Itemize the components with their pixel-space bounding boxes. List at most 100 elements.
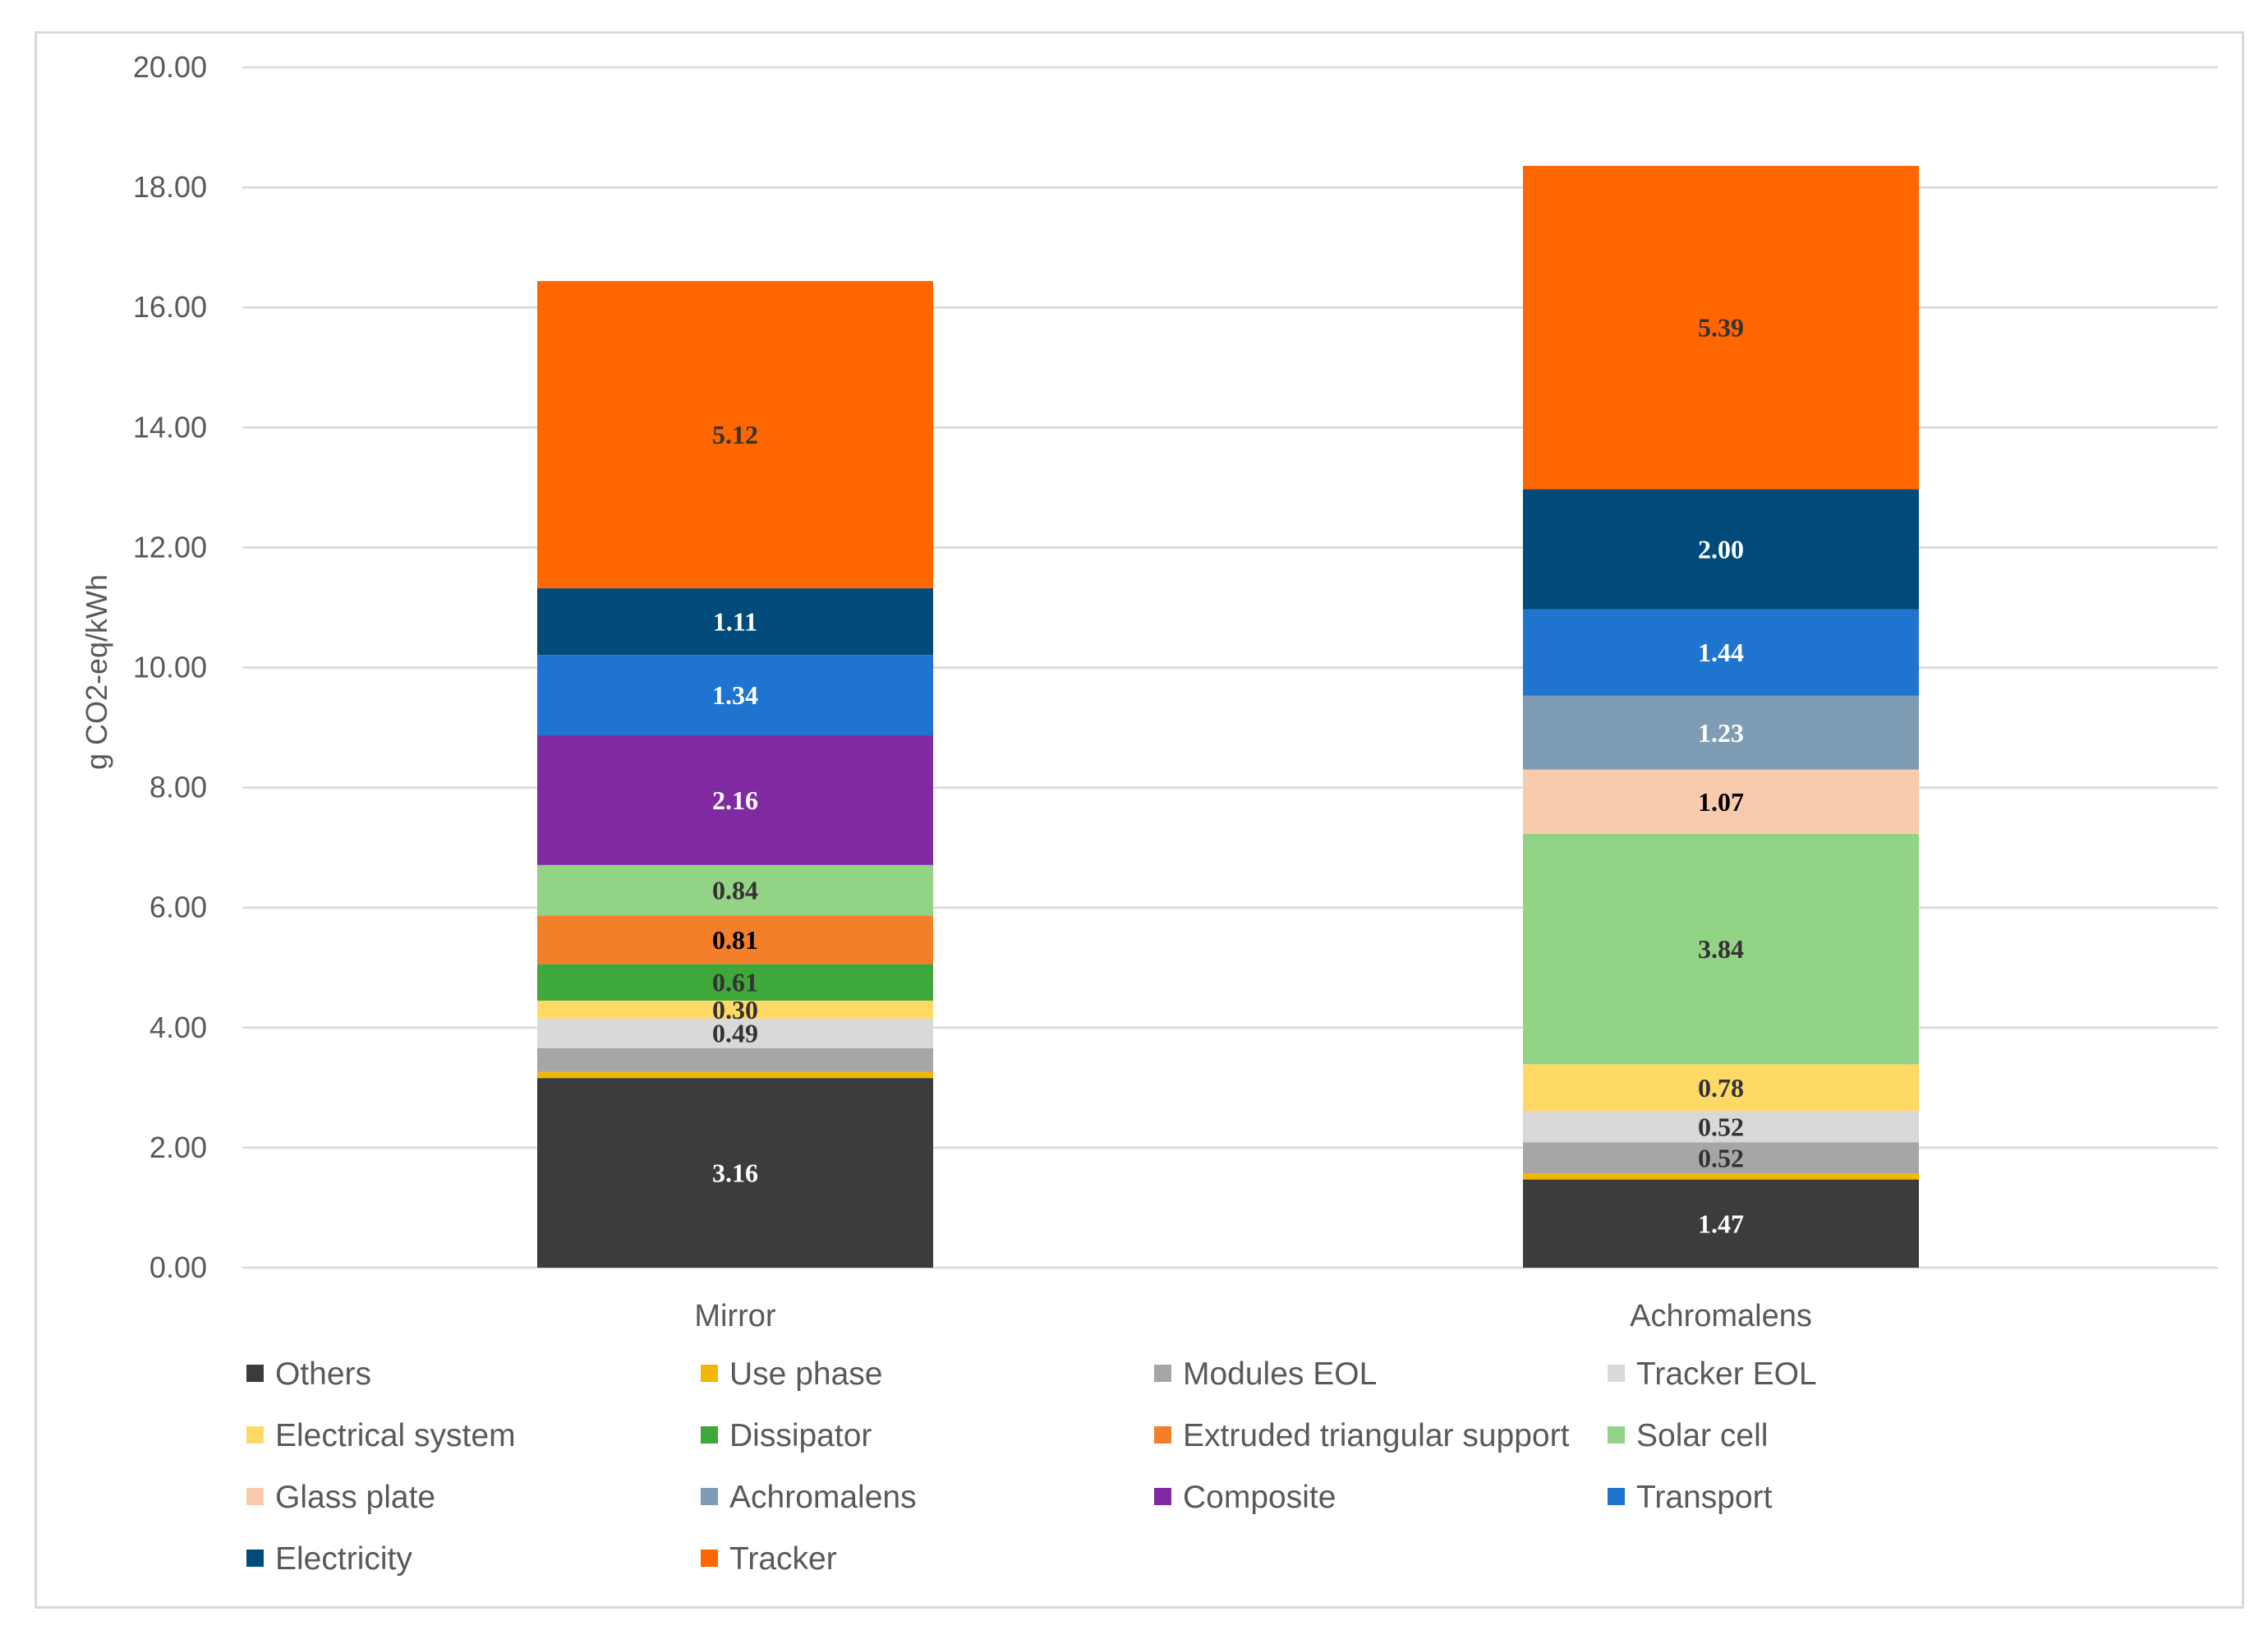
data-label: 0.52: [1698, 1143, 1744, 1172]
data-label: 0.30: [712, 995, 758, 1025]
legend-label: Achromalens: [729, 1480, 917, 1515]
data-label: 5.12: [712, 420, 758, 449]
data-label: 0.84: [712, 876, 758, 905]
legend-label: Glass plate: [275, 1480, 435, 1515]
data-label: 1.23: [1698, 718, 1744, 748]
data-label: 1.34: [712, 680, 758, 710]
bars: [537, 165, 1919, 1268]
bar-segment: [537, 1000, 933, 1019]
y-tick-label: 16.00: [133, 290, 207, 324]
bar-segment: [537, 1048, 933, 1072]
bar-segment: [1523, 1064, 1919, 1112]
y-axis-title: g CO2-eq/kWh: [80, 574, 113, 770]
bar-segment: [537, 1078, 933, 1268]
legend-swatch: [701, 1365, 718, 1382]
bar-segment: [1523, 833, 1919, 1065]
data-label: 0.78: [1698, 1073, 1744, 1103]
legend: Others Use phase Modules EOL Tracker EOL Ele…: [246, 1356, 1817, 1577]
legend-item: Electrical system: [246, 1418, 516, 1453]
bar-segment: [537, 964, 933, 1001]
bar-segment: [537, 864, 933, 916]
category-label: Mirror: [694, 1299, 776, 1333]
data-label: 3.84: [1698, 934, 1744, 964]
legend-label: Solar cell: [1636, 1418, 1768, 1453]
bar-segment: [537, 915, 933, 965]
y-tick-label: 18.00: [133, 170, 207, 204]
legend-swatch: [1154, 1365, 1171, 1382]
legend-item: Extruded triangular support: [1154, 1418, 1570, 1453]
category-label: Achromalens: [1630, 1299, 1812, 1333]
legend-label: Transport: [1636, 1480, 1773, 1515]
legend-item: Achromalens: [701, 1480, 917, 1515]
legend-label: Electrical system: [275, 1418, 516, 1453]
bar-segment: [537, 1071, 933, 1079]
legend-label: Dissipator: [729, 1418, 872, 1453]
legend-item: Tracker EOL: [1608, 1356, 1817, 1392]
bar-segment: [537, 588, 933, 656]
y-tick-label: 4.00: [150, 1011, 207, 1044]
y-tick-label: 8.00: [150, 771, 207, 804]
bar-segment: [1523, 1179, 1919, 1268]
data-label: 0.52: [1698, 1112, 1744, 1141]
bar-segment: [1523, 1142, 1919, 1174]
legend-label: Tracker: [729, 1541, 837, 1577]
legend-item: Electricity: [246, 1541, 412, 1577]
bar-segment: [537, 655, 933, 736]
legend-item: Modules EOL: [1154, 1356, 1377, 1392]
legend-label: Tracker EOL: [1636, 1356, 1817, 1392]
legend-item: Transport: [1608, 1480, 1773, 1515]
bar-segment: [1523, 769, 1919, 834]
legend-label: Others: [275, 1356, 371, 1392]
legend-swatch: [701, 1488, 718, 1505]
legend-swatch: [1608, 1365, 1625, 1382]
y-axis-ticks: 0.00 2.00 4.00 6.00 8.00 10.00 12.00 14.00 16.00…: [133, 50, 207, 1284]
legend-swatch: [246, 1426, 264, 1444]
legend-swatch: [701, 1426, 718, 1444]
bar-segment: [1523, 1111, 1919, 1143]
legend-swatch: [1608, 1426, 1625, 1444]
data-label: 0.81: [712, 925, 758, 955]
legend-label: Extruded triangular support: [1183, 1418, 1570, 1453]
data-label: 0.61: [712, 968, 758, 997]
data-label: 1.07: [1698, 787, 1744, 817]
legend-label: Modules EOL: [1183, 1356, 1377, 1392]
legend-item: Glass plate: [246, 1480, 435, 1515]
legend-item: Use phase: [701, 1356, 882, 1392]
data-label: 0.49: [712, 1019, 758, 1048]
legend-item: Tracker: [701, 1541, 837, 1577]
y-tick-label: 20.00: [133, 50, 207, 84]
legend-swatch: [701, 1550, 718, 1567]
legend-label: Use phase: [729, 1356, 882, 1392]
legend-item: Dissipator: [701, 1418, 872, 1453]
data-label: 1.47: [1698, 1209, 1744, 1238]
bar-segment: [1523, 695, 1919, 770]
legend-swatch: [246, 1365, 264, 1382]
bar-segment: [1523, 165, 1919, 490]
legend-item: Others: [246, 1356, 371, 1392]
data-label: 1.11: [713, 607, 757, 637]
y-tick-label: 2.00: [150, 1131, 207, 1164]
legend-label: Composite: [1183, 1480, 1336, 1515]
legend-item: Solar cell: [1608, 1418, 1768, 1453]
legend-swatch: [1154, 1426, 1171, 1444]
bar-segment: [1523, 609, 1919, 696]
bar-segment: [1523, 489, 1919, 610]
data-label: 1.44: [1698, 638, 1744, 667]
data-label: 2.16: [712, 785, 758, 815]
data-label: 5.39: [1698, 313, 1744, 343]
legend-swatch: [246, 1488, 264, 1505]
bar-segment: [1523, 1173, 1919, 1180]
bar-segment: [537, 281, 933, 589]
data-labels: 3.16 0.490.300.61 0.81 0.84 2.16 1.34 1.11 5.12…: [712, 313, 1744, 1239]
y-tick-label: 0.00: [150, 1250, 207, 1284]
y-tick-label: 6.00: [150, 891, 207, 924]
y-tick-label: 12.00: [133, 530, 207, 564]
legend-swatch: [246, 1550, 264, 1567]
data-label: 3.16: [712, 1158, 758, 1188]
legend-swatch: [1608, 1488, 1625, 1505]
bar-segment: [537, 735, 933, 865]
legend-item: Composite: [1154, 1480, 1336, 1515]
bar-segment: [537, 1018, 933, 1048]
y-tick-label: 10.00: [133, 651, 207, 684]
